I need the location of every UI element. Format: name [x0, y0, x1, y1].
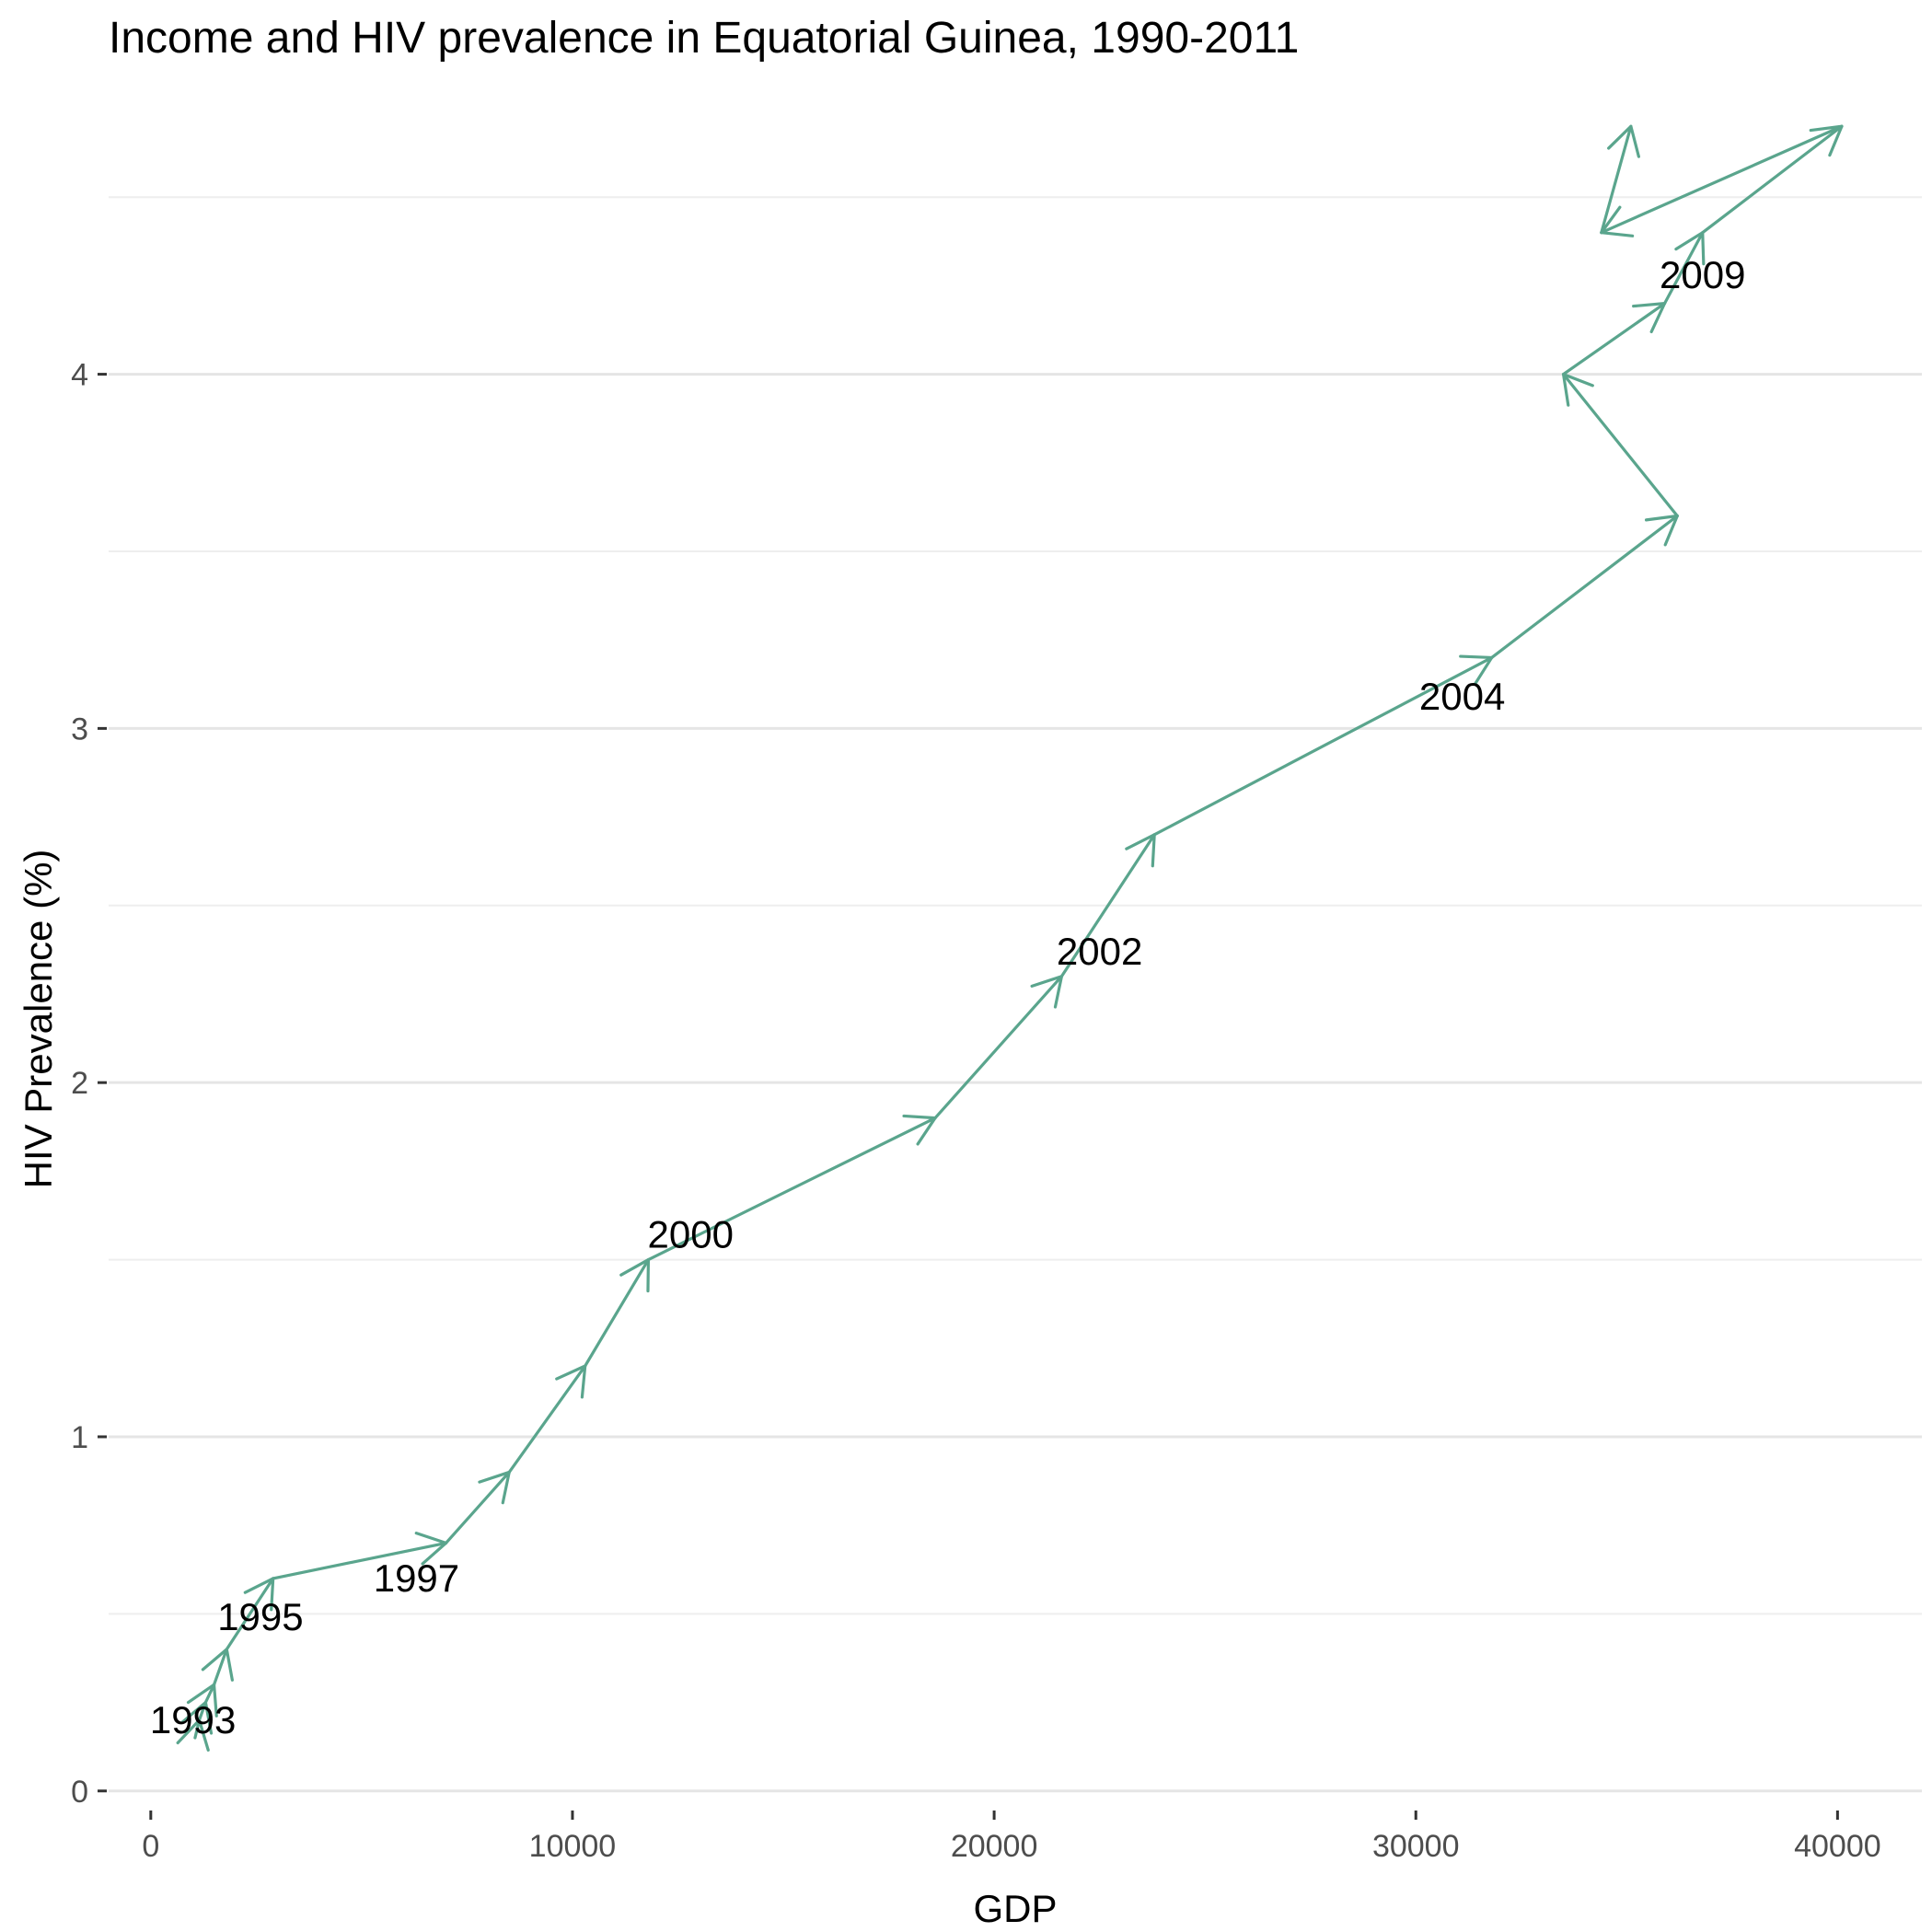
arrow-segment	[1490, 514, 1679, 660]
arrow-segment	[1662, 231, 1705, 306]
arrow-segment	[212, 1648, 228, 1686]
arrow-segment	[1600, 124, 1844, 235]
arrow-segment	[272, 1541, 448, 1580]
arrow-head	[1607, 124, 1640, 158]
arrow-segment	[507, 1364, 587, 1475]
year-label-1993: 1993	[150, 1698, 236, 1741]
chart-title: Income and HIV prevalence in Equatorial …	[109, 14, 1300, 63]
y-tick-label: 3	[71, 711, 88, 746]
x-axis-title: GDP	[973, 1887, 1057, 1930]
arrow-segment	[225, 1577, 275, 1651]
y-tick-label: 2	[71, 1066, 88, 1101]
year-label-1995: 1995	[217, 1595, 303, 1638]
arrow-segment	[1701, 124, 1844, 235]
year-label-2002: 2002	[1057, 930, 1142, 973]
arrow-segment	[1600, 124, 1633, 235]
year-label-2004: 2004	[1419, 675, 1505, 718]
arrow-segment	[646, 1116, 937, 1262]
arrow-segment	[1561, 372, 1679, 518]
x-tick-label: 40000	[1794, 1829, 1881, 1864]
y-tick-label: 1	[71, 1420, 88, 1455]
arrow-segment	[933, 975, 1063, 1120]
arrow-segment	[193, 1718, 202, 1740]
series-arrows	[176, 124, 1844, 1752]
arrow-segment	[1152, 655, 1494, 837]
minor-gridlines	[109, 196, 1922, 1615]
x-tick-label: 20000	[951, 1829, 1038, 1864]
x-tick-label: 10000	[529, 1829, 617, 1864]
year-labels: 1993 1995 1997 2000 2002 2004 2009	[150, 253, 1746, 1741]
year-label-2000: 2000	[648, 1213, 734, 1256]
tick-labels: 0 1 2 3 4 0 10000 20000 30000 40000	[71, 358, 1881, 1864]
y-tick-label: 4	[71, 358, 88, 393]
x-tick-label: 30000	[1372, 1829, 1460, 1864]
arrow-segment	[197, 1700, 207, 1722]
y-tick-label: 0	[71, 1775, 88, 1810]
axis-ticks	[98, 373, 1839, 1820]
x-tick-label: 0	[142, 1829, 159, 1864]
arrow-segment	[584, 1257, 651, 1368]
year-label-1997: 1997	[374, 1556, 459, 1600]
major-gridlines	[109, 373, 1922, 1793]
year-label-2009: 2009	[1660, 253, 1745, 296]
arrow-segment	[203, 1683, 216, 1705]
arrow-segment	[1059, 833, 1156, 978]
y-axis-title: HIV Prevalence (%)	[17, 850, 60, 1189]
arrow-segment	[444, 1470, 511, 1545]
arrow-segment	[1561, 302, 1667, 376]
